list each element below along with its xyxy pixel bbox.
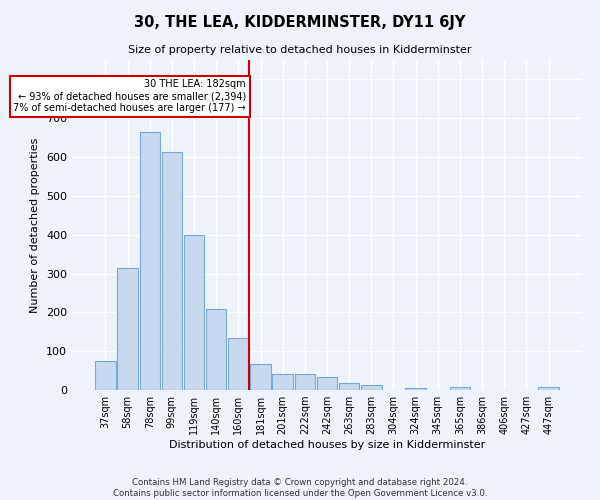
Bar [317, 377, 337, 390]
Bar [361, 385, 382, 390]
Bar [295, 374, 315, 390]
Bar [161, 152, 182, 390]
X-axis label: Distribution of detached houses by size in Kidderminster: Distribution of detached houses by size … [169, 440, 485, 450]
Text: 30, THE LEA, KIDDERMINSTER, DY11 6JY: 30, THE LEA, KIDDERMINSTER, DY11 6JY [134, 15, 466, 30]
Bar [538, 387, 559, 390]
Bar [250, 364, 271, 390]
Y-axis label: Number of detached properties: Number of detached properties [31, 138, 40, 312]
Bar [450, 387, 470, 390]
Bar [184, 234, 204, 390]
Bar [339, 383, 359, 390]
Text: Contains HM Land Registry data © Crown copyright and database right 2024.
Contai: Contains HM Land Registry data © Crown c… [113, 478, 487, 498]
Bar [95, 361, 116, 390]
Bar [140, 132, 160, 390]
Bar [272, 374, 293, 390]
Text: Size of property relative to detached houses in Kidderminster: Size of property relative to detached ho… [128, 45, 472, 55]
Bar [206, 309, 226, 390]
Bar [118, 268, 138, 390]
Bar [228, 338, 248, 390]
Bar [406, 388, 426, 390]
Text: 30 THE LEA: 182sqm
← 93% of detached houses are smaller (2,394)
7% of semi-detac: 30 THE LEA: 182sqm ← 93% of detached hou… [13, 80, 246, 112]
